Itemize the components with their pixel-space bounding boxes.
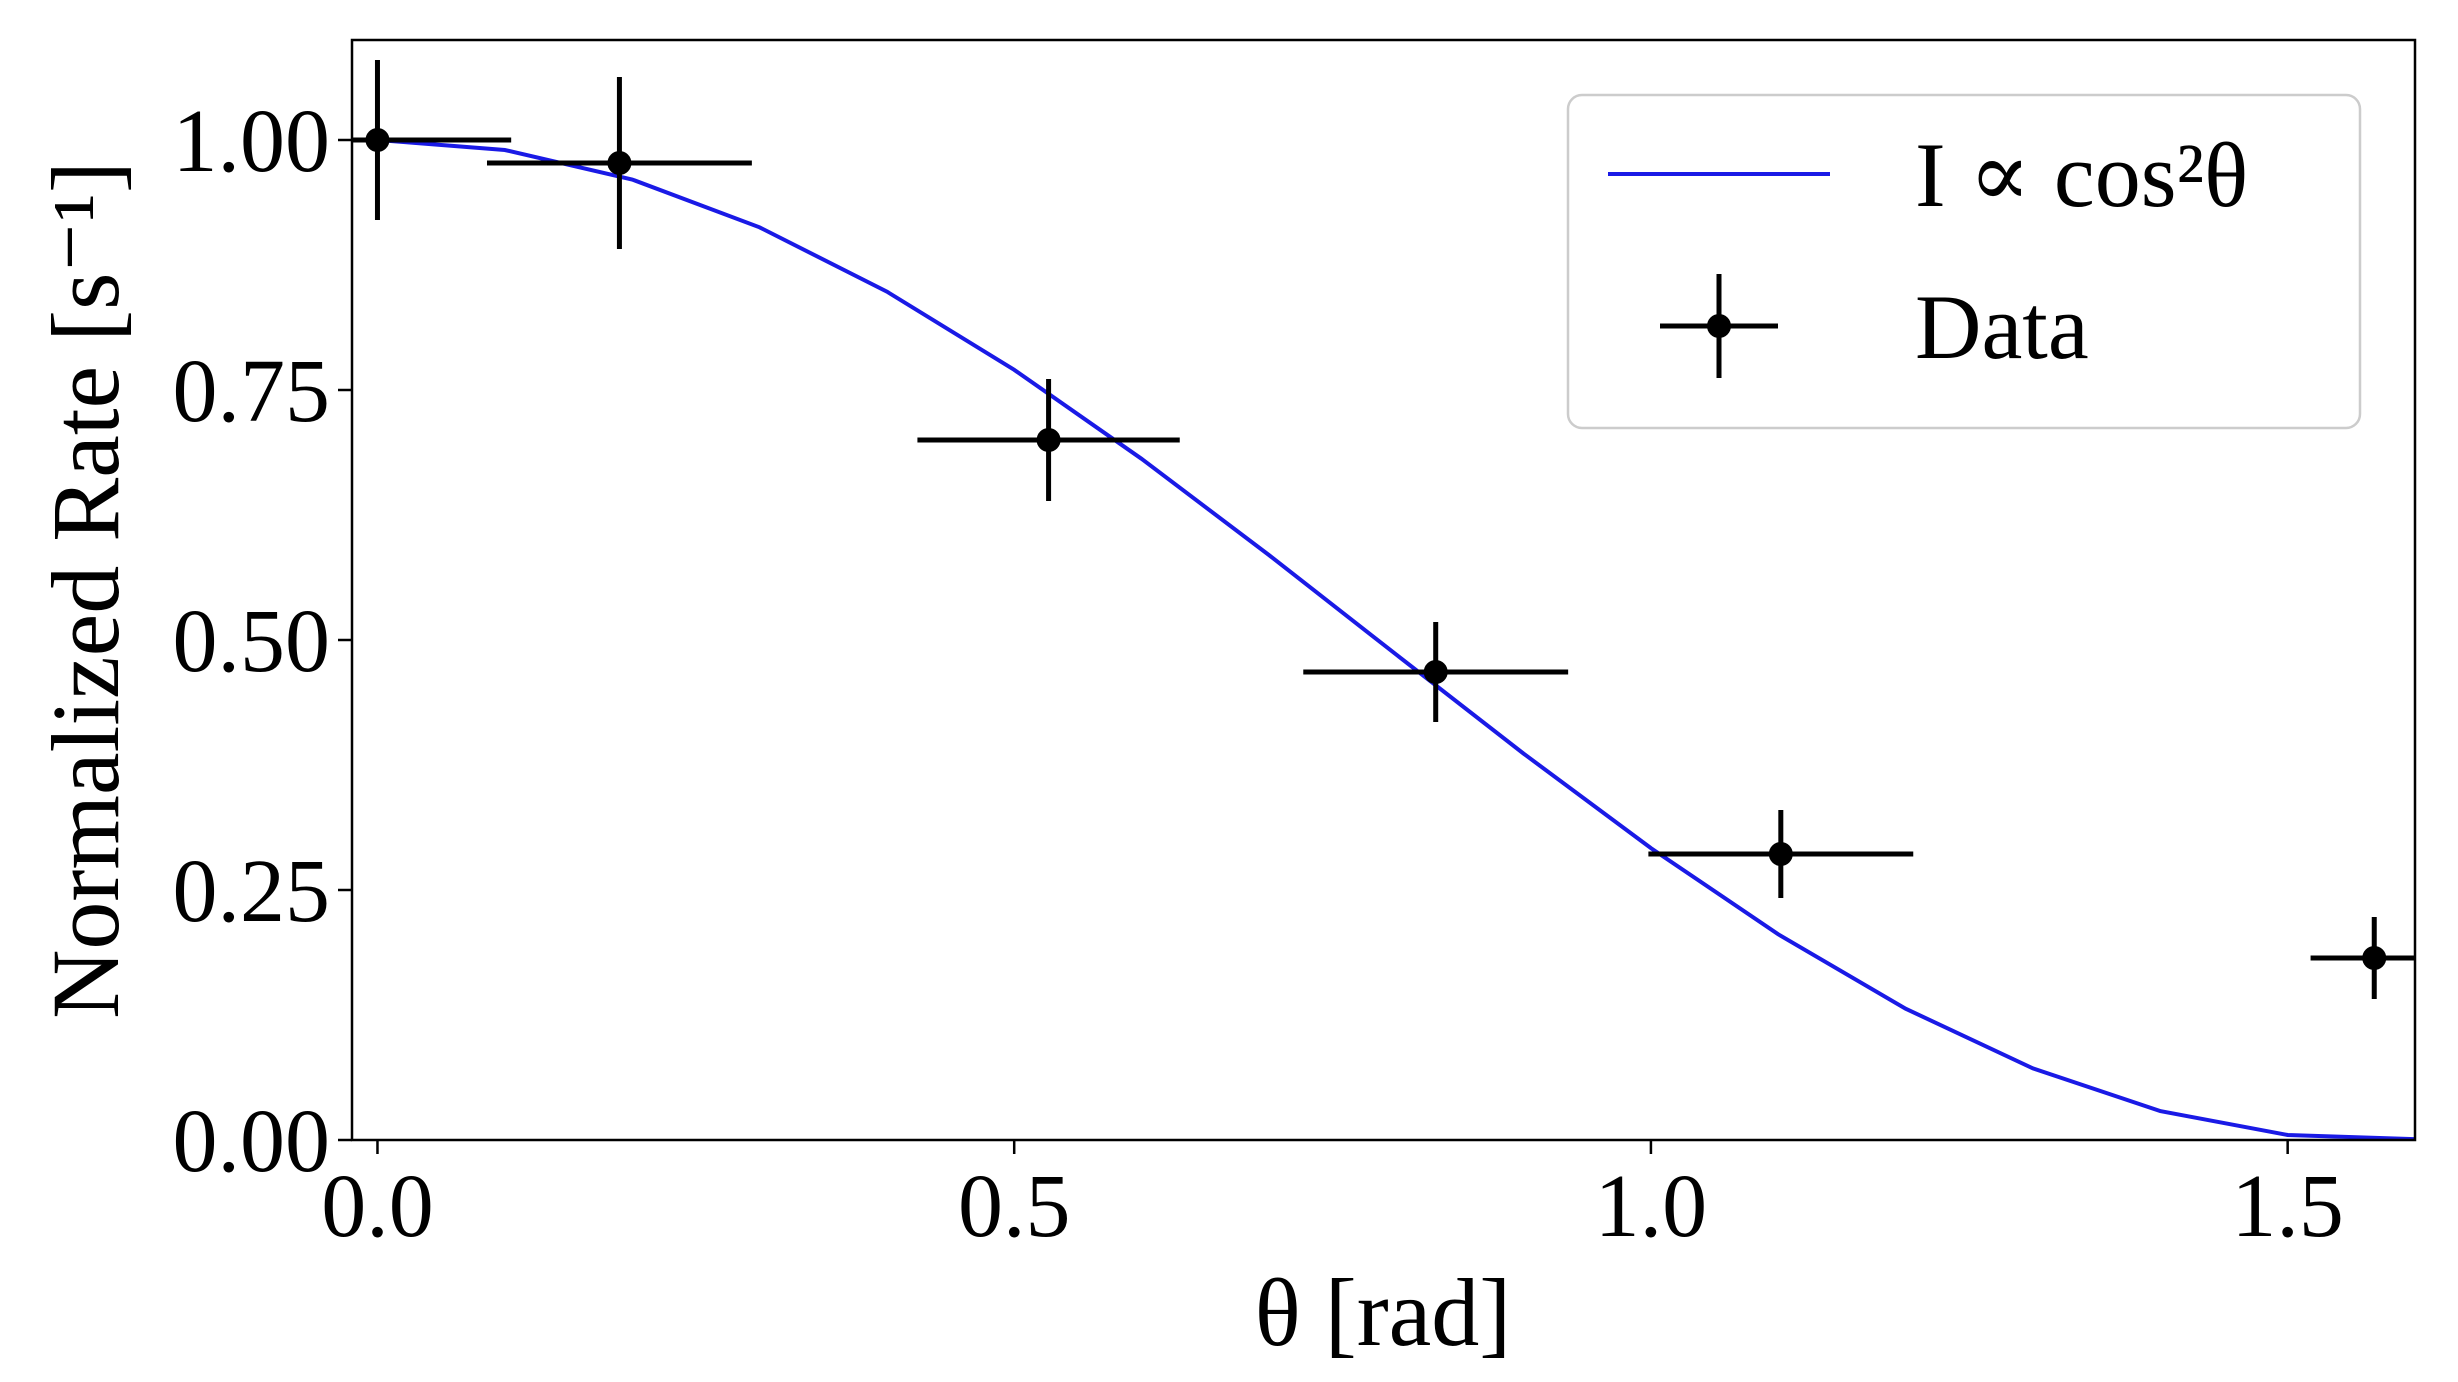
data-point	[2362, 946, 2387, 970]
legend-label: I ∝ cos²θ	[1915, 124, 2248, 226]
plot-content	[352, 60, 2415, 1140]
data-point	[607, 151, 632, 175]
legend-label: Data	[1915, 276, 2089, 378]
data-point	[1768, 842, 1793, 866]
y-tick-label: 0.00	[173, 1092, 331, 1191]
x-tick-label: 1.5	[2231, 1157, 2344, 1256]
y-tick-label: 0.75	[173, 342, 331, 441]
x-tick-label: 1.0	[1595, 1157, 1708, 1256]
line	[377, 138, 2415, 1140]
legend-marker	[1707, 314, 1731, 338]
axes-frame	[350, 38, 2417, 1142]
legend: I ∝ cos²θ Data	[1566, 93, 2362, 430]
data-point	[1423, 660, 1448, 684]
legend-box	[1566, 93, 2362, 430]
x-tick-label: 0.0	[321, 1157, 434, 1256]
y-axis-label: Normalized Rate [s⁻¹]	[32, 161, 139, 1019]
data-point	[365, 128, 390, 152]
y-tick-label: 0.50	[173, 592, 331, 691]
x-axis-label: θ [rad]	[1255, 1259, 1512, 1366]
data-point	[1036, 428, 1061, 452]
x-tick-label: 0.5	[958, 1157, 1071, 1256]
y-tick-label: 0.25	[173, 842, 331, 941]
y-tick-label: 1.00	[173, 92, 331, 191]
